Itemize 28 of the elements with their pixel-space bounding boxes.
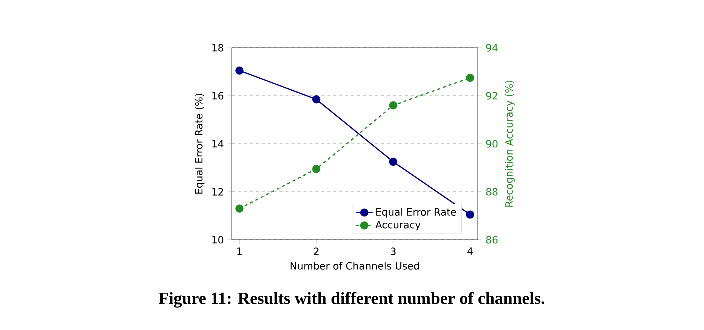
y-tick-label: 16 xyxy=(212,92,224,100)
y2-tick-label: 86 xyxy=(486,236,498,244)
y-tick-label: 12 xyxy=(212,188,224,196)
y-axis-title: Equal Error Rate (%) xyxy=(195,94,205,194)
point xyxy=(389,158,398,166)
point xyxy=(236,66,244,75)
y2-tick-label: 88 xyxy=(486,188,498,196)
y2-tick-label: 90 xyxy=(486,140,498,148)
point xyxy=(389,102,398,110)
legend-label: Equal Error Rate xyxy=(376,208,456,218)
y2-axis-title: Recognition Accuracy (%) xyxy=(505,80,515,207)
x-tick-label: 1 xyxy=(238,248,242,256)
point xyxy=(312,96,321,104)
y-tick-label: 18 xyxy=(212,44,224,52)
point xyxy=(466,210,474,219)
x-tick-label: 4 xyxy=(468,248,473,256)
y-tick-label: 14 xyxy=(212,140,224,148)
point xyxy=(312,165,321,174)
point xyxy=(236,204,244,213)
point xyxy=(466,74,474,82)
x-axis-title: Number of Channels Used xyxy=(290,262,420,270)
y-tick-label: 10 xyxy=(212,236,224,244)
legend-label: Accuracy xyxy=(376,221,421,231)
x-tick-label: 3 xyxy=(391,248,396,256)
y2-tick-label: 92 xyxy=(486,92,498,100)
x-tick-label: 2 xyxy=(314,248,319,256)
caption: Figure 11: Results with different number of channels. xyxy=(159,292,545,308)
y2-tick-label: 94 xyxy=(486,44,498,52)
